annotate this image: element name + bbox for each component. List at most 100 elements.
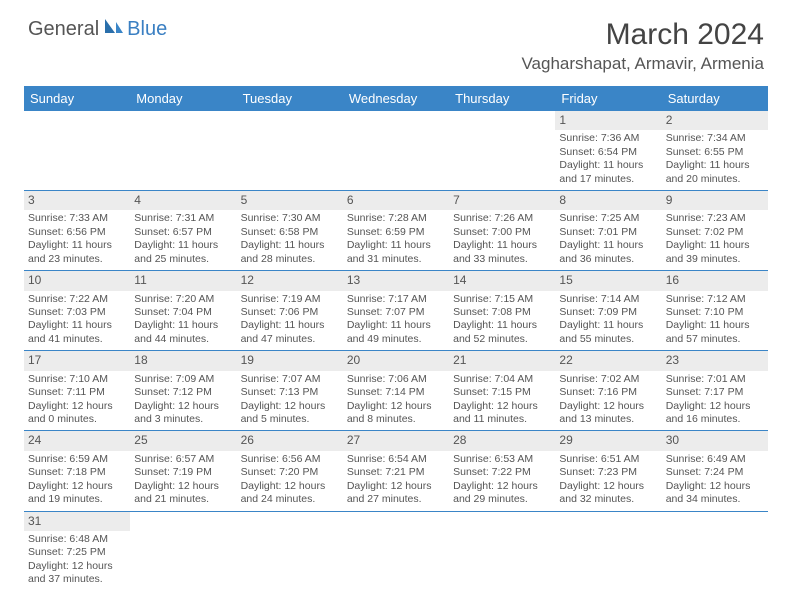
sunrise-line: Sunrise: 7:07 AM xyxy=(241,373,339,386)
sunrise-line: Sunrise: 7:06 AM xyxy=(347,373,445,386)
sunrise-line: Sunrise: 6:57 AM xyxy=(134,453,232,466)
day-number: 1 xyxy=(555,111,661,130)
daynum-row: 17181920212223 xyxy=(24,351,768,371)
sunrise-line: Sunrise: 7:17 AM xyxy=(347,293,445,306)
sunrise-line: Sunrise: 6:54 AM xyxy=(347,453,445,466)
daylight-line2: and 29 minutes. xyxy=(453,493,551,506)
daylight-line1: Daylight: 11 hours xyxy=(134,319,232,332)
daynum-row: 31 xyxy=(24,511,768,531)
day-number: 10 xyxy=(24,271,130,291)
daylight-line2: and 13 minutes. xyxy=(559,413,657,426)
day-cell xyxy=(343,531,449,591)
sunset-line: Sunset: 7:13 PM xyxy=(241,386,339,399)
sunrise-line: Sunrise: 6:49 AM xyxy=(666,453,764,466)
day-cell: Sunrise: 7:01 AMSunset: 7:17 PMDaylight:… xyxy=(662,371,768,431)
day-number xyxy=(237,111,343,130)
detail-row: Sunrise: 7:22 AMSunset: 7:03 PMDaylight:… xyxy=(24,291,768,351)
day-cell: Sunrise: 7:30 AMSunset: 6:58 PMDaylight:… xyxy=(237,210,343,270)
sunset-line: Sunset: 6:59 PM xyxy=(347,226,445,239)
daylight-line2: and 57 minutes. xyxy=(666,333,764,346)
day-cell: Sunrise: 7:28 AMSunset: 6:59 PMDaylight:… xyxy=(343,210,449,270)
day-number xyxy=(343,111,449,130)
detail-row: Sunrise: 6:48 AMSunset: 7:25 PMDaylight:… xyxy=(24,531,768,591)
day-cell: Sunrise: 7:23 AMSunset: 7:02 PMDaylight:… xyxy=(662,210,768,270)
day-cell xyxy=(343,130,449,190)
sunrise-line: Sunrise: 7:25 AM xyxy=(559,212,657,225)
daylight-line1: Daylight: 12 hours xyxy=(666,480,764,493)
sunset-line: Sunset: 7:23 PM xyxy=(559,466,657,479)
sunset-line: Sunset: 7:10 PM xyxy=(666,306,764,319)
daylight-line1: Daylight: 11 hours xyxy=(666,159,764,172)
daylight-line1: Daylight: 11 hours xyxy=(559,319,657,332)
daynum-row: 3456789 xyxy=(24,191,768,211)
day-cell: Sunrise: 6:51 AMSunset: 7:23 PMDaylight:… xyxy=(555,451,661,511)
day-cell: Sunrise: 6:56 AMSunset: 7:20 PMDaylight:… xyxy=(237,451,343,511)
daylight-line2: and 34 minutes. xyxy=(666,493,764,506)
daylight-line1: Daylight: 11 hours xyxy=(241,319,339,332)
day-cell: Sunrise: 7:07 AMSunset: 7:13 PMDaylight:… xyxy=(237,371,343,431)
day-number: 11 xyxy=(130,271,236,291)
sunset-line: Sunset: 7:03 PM xyxy=(28,306,126,319)
sunset-line: Sunset: 7:15 PM xyxy=(453,386,551,399)
daylight-line2: and 11 minutes. xyxy=(453,413,551,426)
daylight-line2: and 47 minutes. xyxy=(241,333,339,346)
day-cell: Sunrise: 7:09 AMSunset: 7:12 PMDaylight:… xyxy=(130,371,236,431)
sunset-line: Sunset: 7:04 PM xyxy=(134,306,232,319)
sunrise-line: Sunrise: 7:14 AM xyxy=(559,293,657,306)
sunset-line: Sunset: 6:55 PM xyxy=(666,146,764,159)
sunset-line: Sunset: 7:02 PM xyxy=(666,226,764,239)
day-number xyxy=(449,111,555,130)
sunset-line: Sunset: 7:21 PM xyxy=(347,466,445,479)
sunrise-line: Sunrise: 7:20 AM xyxy=(134,293,232,306)
daylight-line2: and 5 minutes. xyxy=(241,413,339,426)
detail-row: Sunrise: 7:10 AMSunset: 7:11 PMDaylight:… xyxy=(24,371,768,431)
daynum-row: 24252627282930 xyxy=(24,431,768,451)
daylight-line2: and 52 minutes. xyxy=(453,333,551,346)
day-number xyxy=(237,511,343,531)
daylight-line1: Daylight: 11 hours xyxy=(666,319,764,332)
daylight-line2: and 0 minutes. xyxy=(28,413,126,426)
daylight-line1: Daylight: 11 hours xyxy=(241,239,339,252)
detail-row: Sunrise: 6:59 AMSunset: 7:18 PMDaylight:… xyxy=(24,451,768,511)
sunset-line: Sunset: 7:16 PM xyxy=(559,386,657,399)
sunset-line: Sunset: 7:09 PM xyxy=(559,306,657,319)
daylight-line2: and 37 minutes. xyxy=(28,573,126,586)
daylight-line2: and 23 minutes. xyxy=(28,253,126,266)
sunset-line: Sunset: 7:17 PM xyxy=(666,386,764,399)
daylight-line2: and 25 minutes. xyxy=(134,253,232,266)
daylight-line2: and 55 minutes. xyxy=(559,333,657,346)
day-cell: Sunrise: 6:53 AMSunset: 7:22 PMDaylight:… xyxy=(449,451,555,511)
daylight-line1: Daylight: 11 hours xyxy=(28,319,126,332)
day-number: 26 xyxy=(237,431,343,451)
day-cell: Sunrise: 6:49 AMSunset: 7:24 PMDaylight:… xyxy=(662,451,768,511)
day-header-row: SundayMondayTuesdayWednesdayThursdayFrid… xyxy=(24,86,768,111)
daylight-line2: and 19 minutes. xyxy=(28,493,126,506)
day-number: 6 xyxy=(343,191,449,211)
day-cell: Sunrise: 7:34 AMSunset: 6:55 PMDaylight:… xyxy=(662,130,768,190)
daylight-line2: and 24 minutes. xyxy=(241,493,339,506)
sunset-line: Sunset: 6:57 PM xyxy=(134,226,232,239)
day-cell: Sunrise: 7:26 AMSunset: 7:00 PMDaylight:… xyxy=(449,210,555,270)
day-number: 19 xyxy=(237,351,343,371)
day-cell xyxy=(449,531,555,591)
day-cell: Sunrise: 6:59 AMSunset: 7:18 PMDaylight:… xyxy=(24,451,130,511)
daylight-line2: and 28 minutes. xyxy=(241,253,339,266)
logo-sail-icon xyxy=(103,17,125,40)
daylight-line2: and 41 minutes. xyxy=(28,333,126,346)
day-cell: Sunrise: 7:10 AMSunset: 7:11 PMDaylight:… xyxy=(24,371,130,431)
day-number: 21 xyxy=(449,351,555,371)
day-number: 14 xyxy=(449,271,555,291)
daylight-line1: Daylight: 11 hours xyxy=(559,239,657,252)
daylight-line2: and 20 minutes. xyxy=(666,173,764,186)
day-number: 3 xyxy=(24,191,130,211)
month-title: March 2024 xyxy=(521,18,764,52)
day-number: 7 xyxy=(449,191,555,211)
day-cell xyxy=(555,531,661,591)
logo: General Blue xyxy=(28,18,167,41)
day-cell xyxy=(24,130,130,190)
day-number: 16 xyxy=(662,271,768,291)
daylight-line2: and 27 minutes. xyxy=(347,493,445,506)
daylight-line2: and 36 minutes. xyxy=(559,253,657,266)
day-number xyxy=(555,511,661,531)
day-header: Friday xyxy=(555,86,661,111)
